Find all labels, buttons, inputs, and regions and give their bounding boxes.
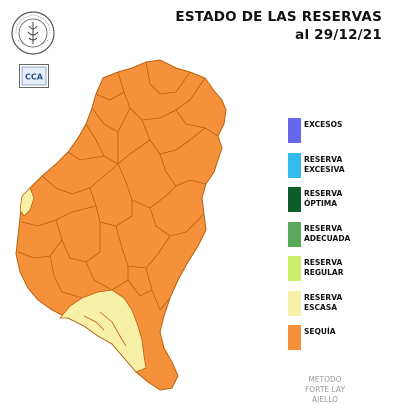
legend-swatch [288, 152, 301, 178]
legend-item-adecuada: RESERVA ADECUADA [288, 221, 398, 256]
department-borders [17, 61, 219, 347]
cca-logo: CCA [19, 64, 49, 88]
legend-label: RESERVA ESCASA [304, 292, 343, 312]
legend-label: SEQUÍA [304, 327, 336, 336]
method-note: METODO FORTE LAY AIELLO [290, 375, 360, 405]
scarce-reserve-area-south [59, 289, 147, 373]
legend: EXCESOS RESERVA EXCESIVA RESERVA ÓPTIMA RE… [288, 117, 398, 359]
method-line-1: METODO [308, 375, 342, 384]
legend-swatch [288, 187, 301, 212]
legend-item-sequia: SEQUÍA [288, 324, 398, 359]
legend-swatch [288, 118, 301, 143]
scarce-reserve-area-west [19, 187, 35, 217]
legend-item-excesos: EXCESOS [288, 117, 398, 152]
cca-logo-icon: CCA [19, 64, 49, 88]
method-line-3: AIELLO [311, 395, 339, 404]
legend-label: RESERVA EXCESIVA [304, 154, 345, 174]
legend-label: EXCESOS [304, 120, 343, 129]
legend-item-optima: RESERVA ÓPTIMA [288, 186, 398, 221]
legend-label: RESERVA ADECUADA [304, 223, 351, 243]
cca-logo-text: CCA [25, 73, 44, 82]
legend-label: RESERVA ÓPTIMA [304, 189, 343, 208]
title-line-1: ESTADO DE LAS RESERVAS [175, 9, 382, 25]
title-line-2: al 29/12/21 [295, 27, 382, 43]
legend-swatch [288, 256, 301, 281]
legend-item-escasa: RESERVA ESCASA [288, 290, 398, 325]
legend-label: RESERVA REGULAR [304, 258, 344, 277]
map-title: ESTADO DE LAS RESERVAS al 29/12/21 [160, 8, 382, 44]
legend-swatch [288, 221, 301, 247]
method-line-2: FORTE LAY [304, 385, 346, 394]
legend-swatch [288, 290, 301, 316]
legend-swatch [288, 325, 301, 350]
bolsa-de-cereales-seal-icon [11, 11, 55, 55]
legend-item-excesiva: RESERVA EXCESIVA [288, 152, 398, 187]
legend-item-regular: RESERVA REGULAR [288, 255, 398, 290]
